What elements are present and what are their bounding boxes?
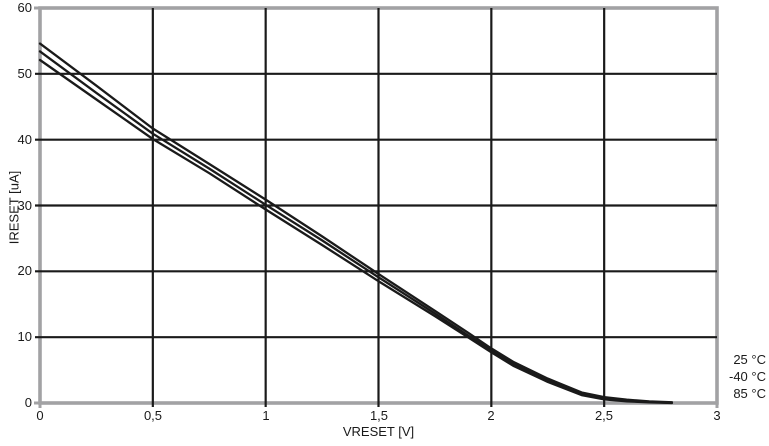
legend: 25 °C -40 °C 85 °C xyxy=(729,351,766,402)
y-tick-label: 0 xyxy=(24,395,32,410)
legend-item-85c: 85 °C xyxy=(733,386,766,401)
y-tick-label: 60 xyxy=(17,0,32,15)
x-tick-label: 1 xyxy=(262,408,270,423)
y-tick-label: 30 xyxy=(17,198,32,213)
y-tick-label: 10 xyxy=(17,329,32,344)
y-tick-label: 20 xyxy=(17,263,32,278)
legend-item-25c: 25 °C xyxy=(733,352,766,367)
temperature-curve-1 xyxy=(38,42,674,404)
x-axis-title: VRESET [V] xyxy=(342,424,415,439)
temperature-curve-0 xyxy=(38,50,674,404)
x-tick-label: 3 xyxy=(713,408,721,423)
x-tick-label: 0 xyxy=(36,408,44,423)
x-tick-label: 1,5 xyxy=(369,408,389,423)
temperature-curve-2 xyxy=(38,58,674,405)
legend-item-minus40c: -40 °C xyxy=(729,369,766,384)
x-tick-label: 2,5 xyxy=(594,408,614,423)
x-tick-label: 0,5 xyxy=(143,408,163,423)
y-tick-label: 50 xyxy=(17,66,32,81)
x-tick-label: 2 xyxy=(487,408,495,423)
y-tick-label: 40 xyxy=(17,132,32,147)
